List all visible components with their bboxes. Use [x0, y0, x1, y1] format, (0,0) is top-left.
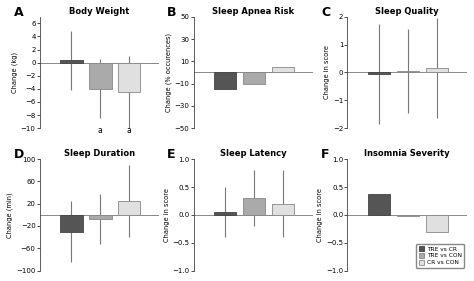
- Bar: [426, 68, 448, 72]
- Bar: [243, 72, 265, 84]
- Title: Sleep Duration: Sleep Duration: [64, 149, 135, 158]
- Bar: [272, 204, 294, 215]
- Bar: [426, 215, 448, 232]
- Bar: [214, 212, 237, 215]
- Bar: [397, 215, 419, 216]
- Y-axis label: Change (kg): Change (kg): [11, 52, 18, 93]
- Text: B: B: [167, 6, 177, 19]
- Bar: [214, 72, 237, 89]
- Title: Insomnia Severity: Insomnia Severity: [365, 149, 450, 158]
- Bar: [368, 194, 390, 215]
- Bar: [243, 198, 265, 215]
- Text: a: a: [98, 126, 102, 135]
- Bar: [397, 71, 419, 72]
- Text: a: a: [127, 126, 131, 135]
- Bar: [118, 63, 140, 92]
- Title: Body Weight: Body Weight: [69, 7, 130, 16]
- Text: D: D: [13, 148, 24, 161]
- Text: E: E: [167, 148, 176, 161]
- Legend: TRE vs CR, TRE vs CON, CR vs CON: TRE vs CR, TRE vs CON, CR vs CON: [416, 244, 464, 268]
- Y-axis label: Change in score: Change in score: [318, 188, 323, 242]
- Bar: [272, 67, 294, 72]
- Text: A: A: [13, 6, 23, 19]
- Title: Sleep Apnea Risk: Sleep Apnea Risk: [212, 7, 294, 16]
- Title: Sleep Latency: Sleep Latency: [220, 149, 287, 158]
- Bar: [89, 215, 111, 219]
- Text: F: F: [321, 148, 329, 161]
- Title: Sleep Quality: Sleep Quality: [375, 7, 439, 16]
- Y-axis label: Change (% occurences): Change (% occurences): [165, 33, 172, 112]
- Y-axis label: Change (min): Change (min): [7, 192, 13, 238]
- Y-axis label: Change in score: Change in score: [324, 46, 330, 99]
- Bar: [118, 201, 140, 215]
- Y-axis label: Change in score: Change in score: [164, 188, 170, 242]
- Bar: [368, 72, 390, 74]
- Text: C: C: [321, 6, 330, 19]
- Bar: [60, 215, 82, 232]
- Bar: [60, 60, 82, 63]
- Bar: [89, 63, 111, 89]
